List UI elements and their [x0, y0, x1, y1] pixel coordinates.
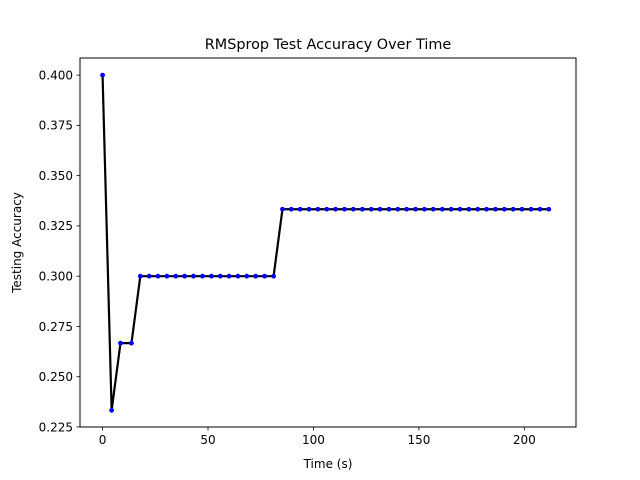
y-tick-label: 0.375: [39, 119, 73, 133]
data-point: [118, 340, 123, 346]
data-point: [333, 206, 338, 212]
data-point: [350, 206, 356, 212]
x-axis-label: Time (s): [303, 457, 353, 471]
plot-area-frame: [79, 57, 577, 428]
x-axis-ticks: 0 50 100 150 200: [99, 427, 536, 447]
data-point: [217, 273, 223, 279]
data-point: [404, 206, 410, 212]
data-point: [155, 273, 161, 279]
data-point: [200, 273, 205, 279]
data-point: [226, 273, 232, 279]
x-tick-label: 50: [200, 433, 215, 447]
data-point: [466, 206, 472, 212]
data-point: [173, 273, 179, 279]
data-point: [244, 273, 250, 279]
data-point: [271, 273, 276, 279]
data-point: [413, 206, 418, 212]
x-tick-label: 200: [513, 433, 536, 447]
y-tick-label: 0.325: [39, 219, 73, 233]
data-point: [191, 273, 196, 279]
data-point: [377, 206, 383, 212]
chart-title: RMSprop Test Accuracy Over Time: [205, 37, 452, 53]
y-axis-label: Testing Accuracy: [10, 192, 24, 294]
y-tick-label: 0.400: [39, 68, 73, 82]
data-point: [315, 206, 321, 212]
series-layer: [100, 72, 552, 413]
data-point: [359, 206, 365, 212]
data-point: [306, 206, 312, 212]
data-point: [537, 206, 543, 212]
data-point: [297, 206, 303, 212]
data-point: [100, 72, 105, 78]
x-tick-label: 100: [302, 433, 325, 447]
y-tick-label: 0.225: [39, 420, 73, 434]
data-point: [439, 206, 445, 212]
data-point: [448, 206, 454, 212]
data-point: [421, 206, 427, 212]
data-point: [164, 273, 170, 279]
x-tick-label: 0: [99, 433, 107, 447]
data-point: [182, 273, 187, 279]
data-point: [528, 206, 534, 212]
y-tick-label: 0.350: [39, 169, 73, 183]
y-tick-label: 0.300: [39, 269, 73, 283]
data-point: [208, 273, 214, 279]
data-point: [146, 273, 152, 279]
data-point: [253, 273, 259, 279]
data-point: [430, 206, 436, 212]
data-point: [137, 273, 143, 279]
y-tick-label: 0.250: [39, 370, 73, 384]
data-point: [519, 206, 525, 212]
data-point: [262, 273, 267, 279]
data-point: [129, 340, 134, 346]
data-point: [324, 206, 330, 212]
data-point: [109, 407, 115, 413]
y-axis-ticks: 0.225 0.250 0.275 0.300 0.325 0.350 0.375 0.400: [39, 68, 80, 434]
series-line: [101, 75, 549, 412]
data-point: [484, 206, 489, 212]
x-tick-label: 150: [407, 433, 430, 447]
data-point: [475, 206, 481, 212]
data-point: [288, 206, 294, 212]
data-point: [546, 206, 552, 212]
data-point: [368, 206, 374, 212]
data-point: [493, 206, 498, 212]
data-point: [501, 206, 507, 212]
data-point: [235, 273, 241, 279]
data-point: [395, 206, 401, 212]
data-point: [457, 206, 463, 212]
y-tick-label: 0.275: [39, 320, 73, 334]
data-point: [386, 206, 392, 212]
data-point: [510, 206, 516, 212]
data-point: [280, 206, 285, 212]
data-point: [342, 206, 347, 212]
